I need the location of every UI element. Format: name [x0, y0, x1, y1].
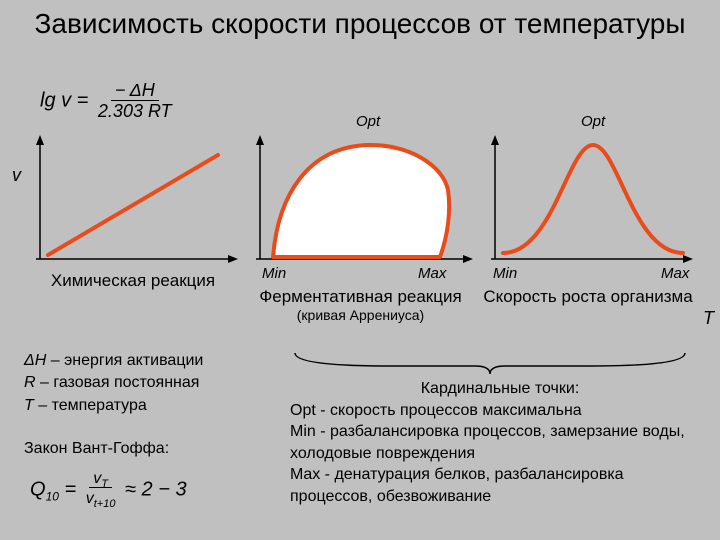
max-label-3: Max [661, 265, 689, 282]
legend-r: R – газовая постоянная [24, 372, 203, 394]
q10-den: v [86, 490, 94, 507]
chart-enzymatic-svg [248, 135, 473, 265]
chart-enzymatic-label: Ферментативная реакция [248, 287, 473, 307]
chart-enzymatic: Opt Min Max Ферментативная реакция (крив… [248, 135, 473, 323]
q10-q: Q [30, 479, 46, 501]
legend-t: T – температура [24, 395, 203, 417]
opt-label: Opt [356, 113, 380, 130]
q10-numsub: T [101, 478, 108, 490]
q10-sub: 10 [46, 490, 59, 504]
cardinal-min: Min - разбалансировка процессов, замерза… [290, 421, 710, 464]
chart-chemical-svg [28, 135, 238, 265]
y-axis-label: v [12, 165, 21, 186]
q10-eq: = [59, 479, 82, 501]
opt-label-3: Opt [581, 113, 605, 130]
legend: ΔH – энергия активации R – газовая посто… [24, 350, 203, 417]
brace-icon [290, 348, 690, 376]
legend-t-text: – температура [34, 397, 147, 414]
max-label: Max [418, 265, 446, 282]
legend-t-sym: T [24, 397, 34, 414]
legend-dh-text: – энергия активации [46, 352, 203, 369]
law-label: Закон Вант-Гоффа: [24, 440, 169, 458]
chart-enzymatic-sublabel: (кривая Аррениуса) [248, 307, 473, 323]
charts-row: Химическая реакция Opt Min Max Ферментат… [28, 135, 693, 323]
formula-denominator: 2.303 RT [94, 101, 176, 121]
cardinal-points: Кардинальные точки: Opt - скорость проце… [290, 378, 710, 508]
chart-chemical: Химическая реакция [28, 135, 238, 323]
t-axis-label: T [703, 308, 714, 329]
formula-arrhenius: lg v = − ΔH 2.303 RT [40, 80, 176, 122]
q10-densub: t+10 [94, 498, 116, 510]
chart-growth-svg [483, 135, 693, 265]
legend-r-text: – газовая постоянная [36, 374, 200, 391]
cardinal-title: Кардинальные точки: [290, 378, 710, 400]
chart-growth-label: Скорость роста организма [483, 287, 693, 307]
formula-q10: Q10 = vT vt+10 ≈ 2 − 3 [30, 470, 187, 511]
formula-numerator: − ΔH [111, 80, 159, 101]
legend-r-sym: R [24, 374, 36, 391]
chart-chemical-label: Химическая реакция [28, 271, 238, 291]
formula-prefix: lg v = [40, 89, 88, 111]
chart-growth: Opt Min Max Скорость роста организма [483, 135, 693, 323]
legend-dh-sym: ΔH [24, 352, 46, 369]
cardinal-opt: Opt - скорость процессов максимальна [290, 400, 710, 422]
min-label: Min [262, 265, 286, 282]
min-label-3: Min [493, 265, 517, 282]
page-title: Зависимость скорости процессов от темпер… [0, 0, 720, 44]
cardinal-max: Max - денатурация белков, разбалансировк… [290, 464, 710, 507]
q10-approx: ≈ 2 − 3 [125, 479, 187, 501]
legend-dh: ΔH – энергия активации [24, 350, 203, 372]
q10-num: v [93, 470, 101, 487]
